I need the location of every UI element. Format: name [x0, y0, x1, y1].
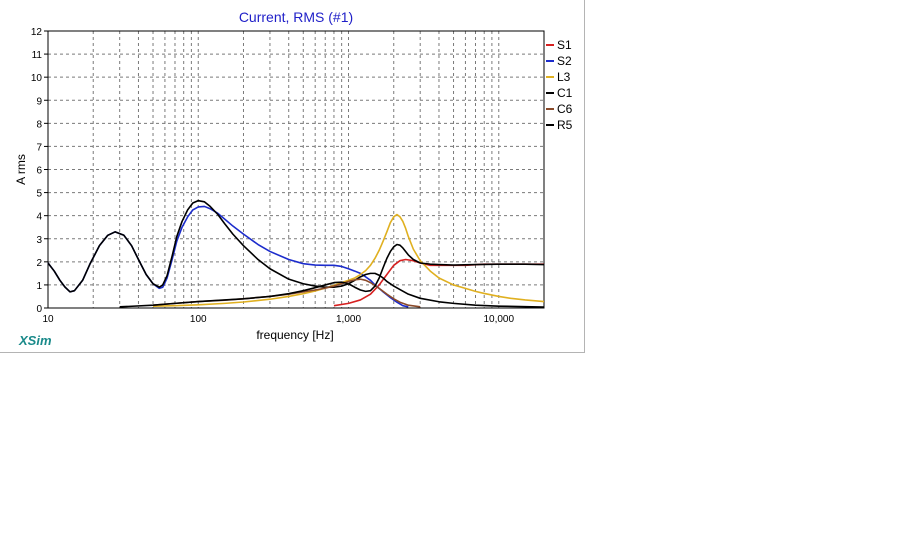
y-tick-label: 12 [31, 27, 43, 38]
legend-label-c1: C1 [557, 86, 573, 100]
y-tick-label: 1 [36, 281, 42, 292]
series-line-s2 [47, 205, 409, 308]
chart-window: Current, RMS (#1) 0 1 2 3 4 5 6 7 8 9 10 11 12 10 100 1… [0, 0, 585, 353]
x-axis-title: frequency [Hz] [256, 328, 333, 342]
series-line-c1 [47, 199, 545, 308]
x-tick-label: 10,000 [483, 314, 514, 325]
legend-label-s2: S2 [557, 54, 572, 68]
y-axis-title: A rms [14, 154, 28, 185]
legend-label-l3: L3 [557, 70, 571, 84]
series-line-l3 [153, 213, 545, 307]
x-tick-label: 10 [42, 314, 54, 325]
y-tick-label: 4 [36, 212, 42, 223]
y-tick-label: 6 [36, 166, 42, 177]
legend-label-c6: C6 [557, 102, 573, 116]
legend-label-r5: R5 [557, 118, 573, 132]
y-tick-label: 3 [36, 235, 42, 246]
x-tick-label: 100 [190, 314, 207, 325]
y-tick-label: 2 [36, 258, 42, 269]
y-tick-label: 5 [36, 189, 42, 200]
y-tick-label: 10 [31, 73, 43, 84]
legend: S1 S2 L3 C1 C6 R5 [546, 38, 573, 132]
series-lines [47, 199, 545, 308]
legend-label-s1: S1 [557, 38, 572, 52]
chart-title: Current, RMS (#1) [239, 9, 353, 25]
xsim-brand-logo: XSim [18, 333, 52, 348]
y-tick-label: 7 [36, 142, 42, 153]
series-line-r5 [119, 243, 545, 308]
y-tick-label: 0 [36, 304, 42, 315]
x-tick-label: 1,000 [336, 314, 361, 325]
y-tick-label: 8 [36, 119, 42, 130]
y-tick-label: 11 [32, 50, 43, 61]
y-tick-label: 9 [36, 96, 42, 107]
grid-lines [48, 31, 544, 308]
